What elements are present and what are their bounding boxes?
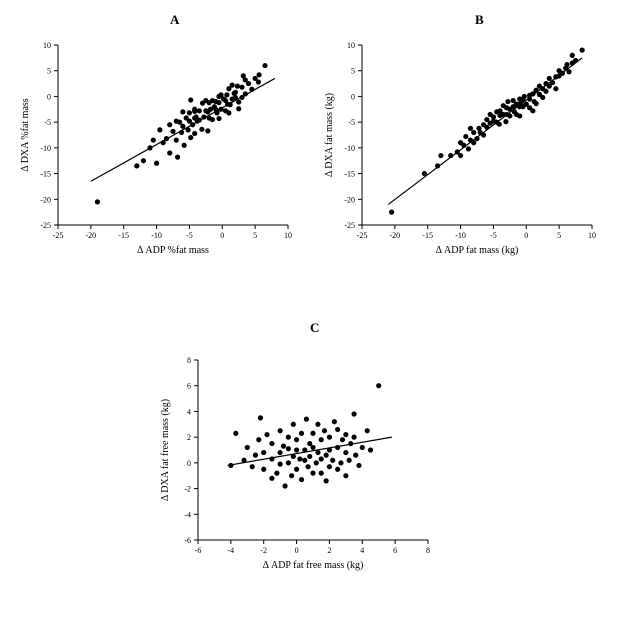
svg-text:Δ DXA %fat mass: Δ DXA %fat mass [20,98,31,171]
svg-text:-25: -25 [357,231,368,240]
svg-text:-25: -25 [40,221,51,230]
panel-label-C: C [310,320,319,336]
svg-text:-20: -20 [344,195,355,204]
svg-text:5: 5 [557,231,561,240]
svg-text:10: 10 [347,41,355,50]
svg-text:2: 2 [187,433,191,442]
svg-text:5: 5 [351,67,355,76]
svg-text:-5: -5 [490,231,497,240]
svg-text:0: 0 [220,231,224,240]
svg-text:8: 8 [426,546,430,555]
svg-text:Δ ADP %fat mass: Δ ADP %fat mass [137,245,209,256]
svg-text:-25: -25 [344,221,355,230]
svg-text:-10: -10 [40,144,51,153]
svg-text:-20: -20 [86,231,97,240]
svg-text:Δ DXA fat mass (kg): Δ DXA fat mass (kg) [324,93,335,177]
svg-text:-5: -5 [186,231,193,240]
svg-text:0: 0 [524,231,528,240]
svg-text:4: 4 [360,546,364,555]
svg-text:-6: -6 [184,536,191,545]
svg-text:-15: -15 [344,170,355,179]
svg-text:-15: -15 [40,170,51,179]
panel-label-B: B [475,12,484,28]
svg-text:-15: -15 [422,231,433,240]
svg-text:-2: -2 [260,546,267,555]
svg-text:-2: -2 [184,485,191,494]
svg-text:Δ ADP fat free mass (kg): Δ ADP fat free mass (kg) [263,560,364,571]
svg-text:-4: -4 [184,510,191,519]
svg-text:6: 6 [187,382,191,391]
svg-text:Δ ADP fat mass (kg): Δ ADP fat mass (kg) [436,245,519,256]
svg-text:10: 10 [43,41,51,50]
svg-text:0: 0 [351,92,355,101]
svg-text:-10: -10 [455,231,466,240]
svg-text:0: 0 [187,459,191,468]
svg-text:8: 8 [187,356,191,365]
svg-text:Δ DXA fat free mass (kg): Δ DXA fat free mass (kg) [160,399,171,501]
svg-text:-20: -20 [40,195,51,204]
scatter-plot-C: -6 -4 -2 0 2 4 6 8 -6 -4 -2 0 2 4 6 8 Δ ADP fat free mas… [156,354,434,582]
svg-text:6: 6 [393,546,397,555]
svg-text:10: 10 [284,231,292,240]
svg-text:-10: -10 [344,144,355,153]
scatter-plot-A: -25 -20 -15 -10 -5 0 5 10 -25 -20 -15 -10 -5 0 5 10 Δ AD… [16,39,294,267]
svg-text:4: 4 [187,407,191,416]
svg-text:-5: -5 [44,118,51,127]
svg-text:5: 5 [253,231,257,240]
panel-label-A: A [170,12,179,28]
svg-text:-5: -5 [348,118,355,127]
svg-text:-10: -10 [151,231,162,240]
svg-text:-4: -4 [228,546,235,555]
svg-text:-20: -20 [390,231,401,240]
svg-text:0: 0 [47,92,51,101]
scatter-plot-B: -25 -20 -15 -10 -5 0 5 10 -25 -20 -15 -10 -5 0 5 10 Δ AD… [320,39,598,267]
svg-text:10: 10 [588,231,596,240]
figure-container: A B C -25-20-15-10-50510-25-20-15-10-505… [0,0,625,636]
svg-text:5: 5 [47,67,51,76]
svg-text:0: 0 [295,546,299,555]
svg-text:-6: -6 [195,546,202,555]
svg-text:2: 2 [327,546,331,555]
svg-text:-15: -15 [118,231,129,240]
svg-text:-25: -25 [53,231,64,240]
